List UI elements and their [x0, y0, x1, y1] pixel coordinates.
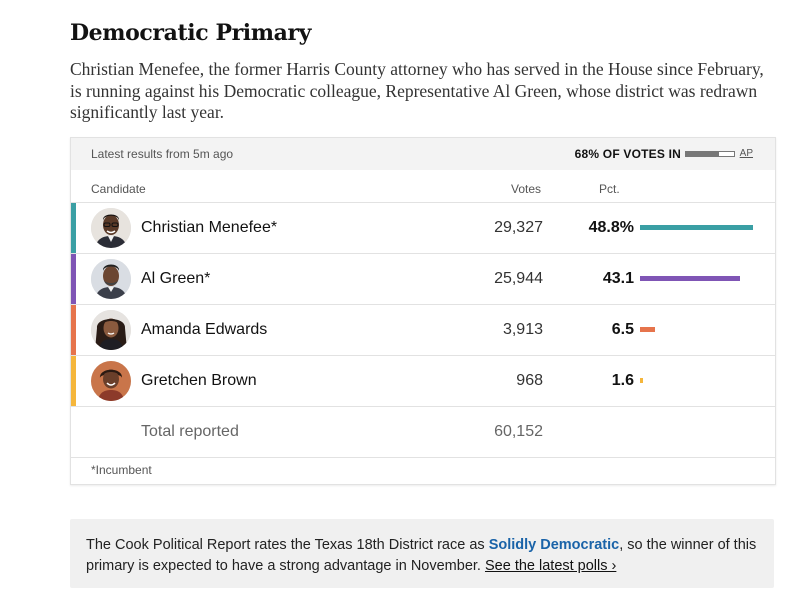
latest-update-text: Latest results from 5m ago	[91, 147, 234, 161]
candidate-pct: 43.1	[602, 270, 634, 287]
party-color-stripe	[71, 356, 76, 407]
rating-note: The Cook Political Report rates the Texa…	[70, 519, 774, 588]
votes-column-header: Votes	[511, 182, 542, 196]
candidate-photo	[91, 310, 131, 350]
note-text-after: , so the winner of this primary is expec…	[86, 537, 757, 574]
candidate-votes: 968	[516, 372, 543, 389]
candidate-row: Christian Menefee* 29,327 48.8%	[71, 202, 775, 254]
candidate-share-bar	[640, 378, 643, 383]
race-rating: Solidly Democratic	[488, 537, 620, 553]
results-table: Latest results from 5m ago 68% OF VOTES …	[70, 137, 776, 485]
candidate-name: Amanda Edwards	[141, 321, 268, 338]
candidate-pct: 1.6	[611, 372, 634, 389]
candidate-votes: 3,913	[502, 321, 543, 338]
race-description: Christian Menefee, the former Harris Cou…	[70, 59, 764, 122]
party-color-stripe	[71, 254, 76, 305]
latest-polls-link[interactable]: See the latest polls ›	[484, 558, 617, 574]
party-color-stripe	[71, 203, 76, 254]
candidate-share-bar	[640, 327, 655, 332]
results-status-bar: Latest results from 5m ago 68% OF VOTES …	[71, 138, 775, 170]
candidate-photo	[91, 259, 131, 299]
candidate-row: Al Green* 25,944 43.1	[71, 253, 775, 305]
candidate-photo	[91, 361, 131, 401]
ap-source-link[interactable]: AP	[739, 148, 753, 159]
incumbent-footnote: *Incumbent	[91, 463, 152, 477]
party-color-stripe	[71, 305, 76, 356]
total-row: Total reported 60,152	[71, 406, 775, 458]
candidate-name: Gretchen Brown	[141, 372, 257, 389]
rating-note-text: The Cook Political Report rates the Texa…	[86, 535, 766, 577]
candidate-row: Amanda Edwards 3,913 6.5	[71, 304, 775, 356]
candidate-name: Al Green*	[141, 270, 211, 287]
total-label: Total reported	[141, 423, 239, 440]
candidate-share-bar	[640, 225, 753, 230]
candidate-row: Gretchen Brown 968 1.6	[71, 355, 775, 407]
votes-in-meter	[685, 151, 735, 157]
pct-column-header: Pct.	[599, 182, 620, 196]
candidate-column-header: Candidate	[91, 182, 146, 196]
candidate-photo	[91, 208, 131, 248]
candidate-pct: 6.5	[611, 321, 634, 338]
candidate-votes: 25,944	[494, 270, 543, 287]
footnote-divider	[71, 457, 775, 458]
candidate-votes: 29,327	[494, 219, 543, 236]
votes-in-meter-fill	[686, 152, 719, 156]
candidate-name: Christian Menefee*	[141, 219, 278, 236]
votes-in-label: 68% OF VOTES IN	[574, 147, 681, 161]
race-title: Democratic Primary	[70, 20, 312, 46]
candidate-pct: 48.8%	[588, 219, 634, 236]
total-votes: 60,152	[494, 423, 543, 440]
note-text-before: The Cook Political Report rates the Texa…	[86, 537, 489, 553]
candidate-share-bar	[640, 276, 740, 281]
